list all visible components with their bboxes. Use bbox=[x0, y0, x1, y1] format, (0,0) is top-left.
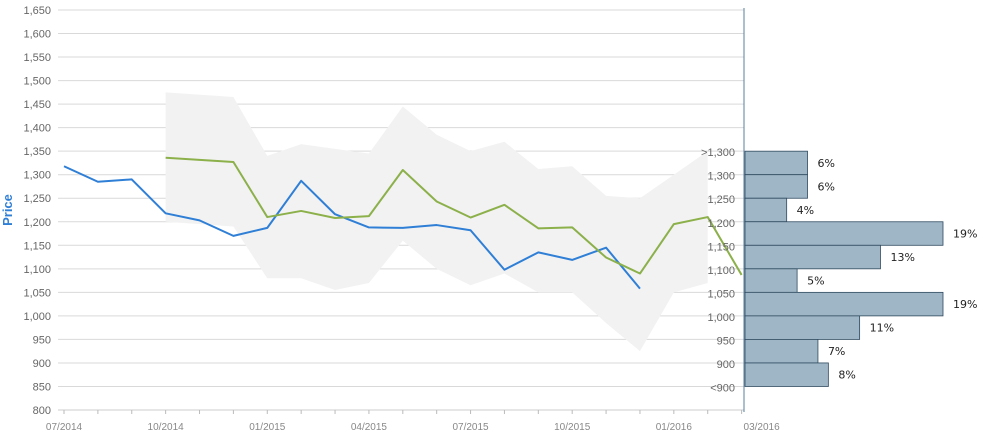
histogram-category-label: 1,200 bbox=[707, 218, 735, 230]
y-axis-ticks: 800 850 900 950 1,000 1,050 1,100 1,150 1,200 1,2… bbox=[23, 5, 51, 417]
x-tick-label: 01/2016 bbox=[656, 422, 693, 433]
histogram-category-label: >1,300 bbox=[701, 147, 735, 159]
histogram-bar-label: 19% bbox=[953, 298, 977, 311]
histogram-bar-label: 19% bbox=[953, 228, 977, 241]
histogram-category-label: <900 bbox=[710, 382, 735, 394]
y-tick-label: 1,250 bbox=[23, 193, 51, 205]
y-tick-label: 800 bbox=[33, 405, 51, 417]
y-tick-label: 1,100 bbox=[23, 264, 51, 276]
histogram-category-label: 1,250 bbox=[707, 194, 735, 206]
y-tick-label: 1,650 bbox=[23, 5, 51, 17]
y-tick-label: 1,150 bbox=[23, 240, 51, 252]
histogram-bar bbox=[744, 362, 829, 387]
histogram-bar-label: 13% bbox=[890, 251, 914, 264]
series-line-green bbox=[165, 156, 743, 276]
histogram-bar-label: 6% bbox=[818, 157, 835, 170]
y-tick-label: 1,550 bbox=[23, 52, 51, 64]
histogram-bar bbox=[744, 197, 788, 223]
histogram-bar-label: 11% bbox=[870, 322, 894, 335]
range-band bbox=[165, 92, 708, 352]
histogram-bar-label: 7% bbox=[828, 345, 845, 358]
y-tick-label: 1,350 bbox=[23, 146, 51, 158]
histogram-category-label: 1,100 bbox=[707, 265, 735, 277]
histogram-category-label: 950 bbox=[717, 335, 735, 347]
histogram-bar bbox=[744, 221, 944, 246]
y-tick-label: 1,050 bbox=[23, 287, 51, 299]
histogram-bar bbox=[744, 339, 819, 364]
histogram-bar bbox=[744, 315, 861, 340]
y-tick-label: 950 bbox=[33, 334, 51, 346]
y-axis-label: Price bbox=[0, 194, 15, 226]
histogram-bar bbox=[744, 291, 944, 317]
y-tick-label: 1,400 bbox=[23, 123, 51, 135]
histogram-category-label: 1,000 bbox=[707, 312, 735, 324]
histogram: >1,300 1,300 1,250 1,200 1,150 1,100 1,050 1,00… bbox=[701, 147, 977, 394]
histogram-bar-label: 8% bbox=[838, 369, 855, 382]
series-line-blue bbox=[63, 165, 641, 290]
histogram-category-label: 1,150 bbox=[707, 241, 735, 253]
histogram-category-label: 1,050 bbox=[707, 288, 735, 300]
histogram-bar-label: 4% bbox=[797, 204, 814, 217]
x-tick-label: 07/2014 bbox=[46, 422, 83, 433]
x-tick-label: 10/2014 bbox=[148, 422, 185, 433]
histogram-bar bbox=[744, 244, 881, 270]
y-tick-label: 1,200 bbox=[23, 217, 51, 229]
x-tick-label: 03/2016 bbox=[744, 422, 781, 433]
series-lines bbox=[63, 156, 743, 290]
range-band-area bbox=[165, 92, 708, 352]
y-tick-label: 1,000 bbox=[23, 311, 51, 323]
histogram-bar bbox=[744, 268, 798, 293]
histogram-bar bbox=[744, 150, 808, 176]
y-tick-label: 1,450 bbox=[23, 99, 51, 111]
x-axis-ticks: 07/2014 10/2014 01/2015 04/2015 07/2015 10/20… bbox=[46, 410, 780, 433]
x-tick-label: 07/2015 bbox=[452, 422, 489, 433]
histogram-category-label: 1,300 bbox=[707, 171, 735, 183]
y-tick-label: 1,500 bbox=[23, 76, 51, 88]
y-tick-label: 1,600 bbox=[23, 29, 51, 41]
histogram-bar-label: 6% bbox=[818, 180, 835, 193]
y-tick-label: 850 bbox=[33, 381, 51, 393]
x-tick-label: 01/2015 bbox=[249, 422, 286, 433]
histogram-category-label: 900 bbox=[717, 359, 735, 371]
y-tick-label: 900 bbox=[33, 358, 51, 370]
x-tick-label: 10/2015 bbox=[554, 422, 591, 433]
y-tick-label: 1,300 bbox=[23, 170, 51, 182]
histogram-bar bbox=[744, 174, 808, 199]
x-tick-label: 04/2015 bbox=[351, 422, 388, 433]
histogram-bar-label: 5% bbox=[807, 275, 824, 288]
